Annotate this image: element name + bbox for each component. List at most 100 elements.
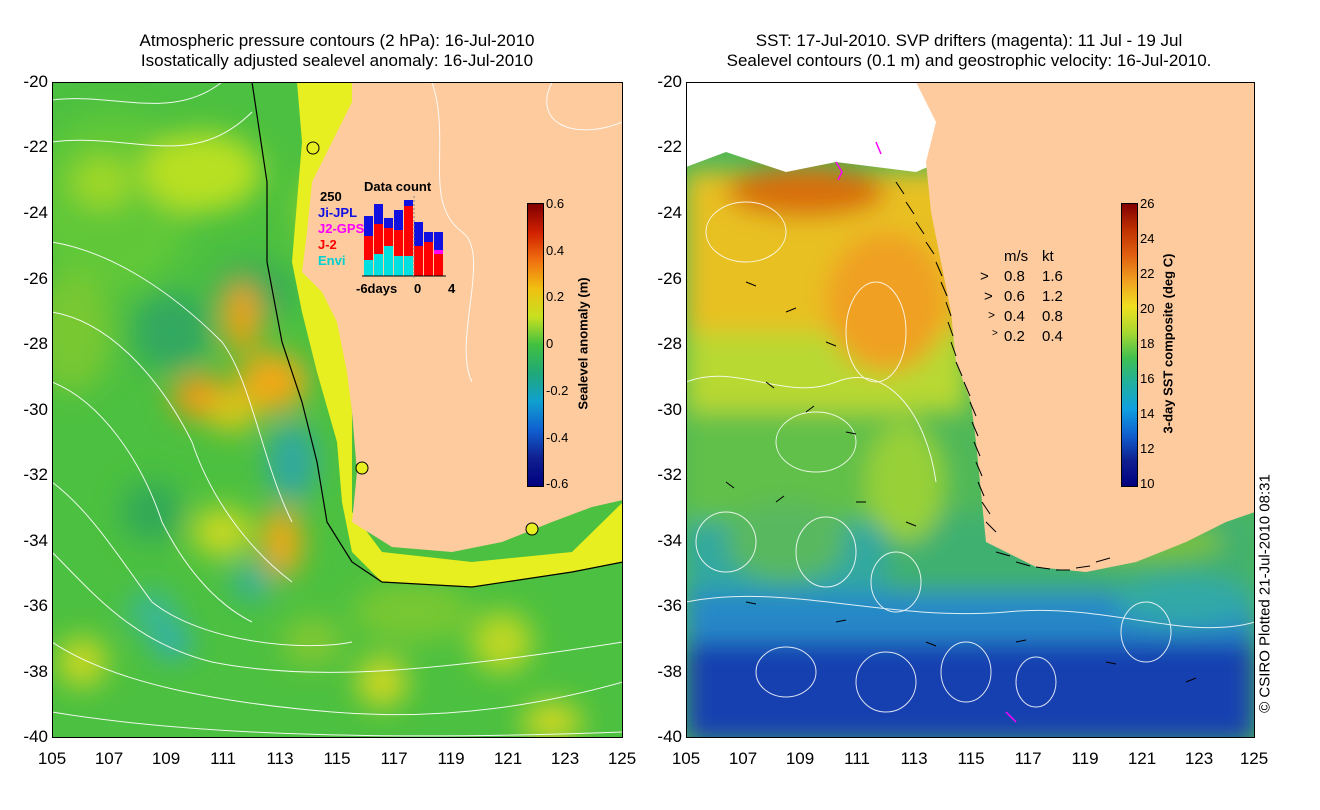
right-title-line1: SST: 17-Jul-2010. SVP drifters (magenta)…	[755, 31, 1183, 50]
velocity-ms-08: 0.8	[1004, 268, 1025, 285]
right-lat-tick: -30	[657, 400, 682, 419]
sla-tick-6: -0.6	[546, 476, 569, 491]
sla-tick-5: -0.4	[546, 430, 569, 445]
sla-colorbar	[527, 203, 544, 487]
velocity-ms-06: 0.6	[1004, 288, 1025, 305]
velocity-header-ms: m/s	[1004, 248, 1029, 265]
left-lon-tick: 113	[266, 749, 294, 768]
right-lon-tick: 111	[844, 749, 870, 768]
velocity-arrow-08: >	[980, 268, 989, 285]
left-lon-tick: 115	[323, 749, 351, 768]
left-lon-tick: 105	[37, 749, 67, 768]
right-lat-tick: -26	[657, 269, 682, 288]
left-lat-tick: -32	[23, 465, 48, 484]
left-title-line1: Atmospheric pressure contours (2 hPa): 1…	[139, 31, 535, 50]
left-lat-tick: -26	[23, 269, 48, 288]
sla-colorbar-label: Sealevel anomaly (m)	[575, 277, 591, 410]
left-lon-tick: 107	[94, 749, 124, 768]
sst-tick-7: 12	[1140, 441, 1155, 456]
inset-tick-0: 0	[414, 281, 422, 296]
left-lon-tick: 119	[437, 749, 465, 768]
velocity-kt-08: 1.6	[1042, 268, 1063, 285]
mission-envi: Envi	[318, 253, 346, 268]
pressure-contours	[52, 82, 623, 737]
right-lat-tick: -32	[657, 465, 682, 484]
right-lon-tick: 107	[728, 749, 758, 768]
velocity-ms-04: 0.4	[1004, 308, 1025, 325]
right-lon-tick: 123	[1184, 749, 1214, 768]
velocity-kt-04: 0.8	[1042, 308, 1063, 325]
sst-tick-3: 20	[1140, 301, 1155, 316]
sst-colorbar	[1121, 203, 1138, 487]
sst-tick-8: 10	[1140, 476, 1155, 491]
left-lon-tick: 121	[493, 749, 523, 768]
right-lon-tick: 125	[1239, 749, 1269, 768]
left-lat-tick: -36	[23, 596, 48, 615]
right-panel-title: SST: 17-Jul-2010. SVP drifters (magenta)…	[686, 31, 1252, 71]
inset-title: Data count	[364, 179, 432, 194]
right-lon-tick: 113	[900, 749, 928, 768]
right-lat-tick: -40	[657, 727, 682, 746]
sst-tick-5: 16	[1140, 371, 1155, 386]
sst-tick-4: 18	[1140, 336, 1155, 351]
left-lon-tick: 125	[607, 749, 637, 768]
mission-jpl: Ji-JPL	[318, 205, 358, 220]
right-lon-tick: 121	[1127, 749, 1157, 768]
right-lon-tick: 109	[785, 749, 815, 768]
velocity-legend: m/s kt > 0.8 1.6 > 0.6 1.2 > 0.4 0.8 > 0…	[980, 248, 1080, 348]
right-lon-tick: 117	[1014, 749, 1042, 768]
sst-tick-6: 14	[1140, 406, 1155, 421]
sst-tick-2: 22	[1140, 266, 1155, 281]
velocity-header-kt: kt	[1042, 248, 1054, 265]
sla-tick-2: 0.2	[546, 289, 565, 304]
sst-tick-0: 26	[1140, 196, 1155, 211]
left-lat-tick: -20	[23, 72, 48, 91]
left-lat-tick: -22	[23, 137, 48, 156]
left-lat-tick: -28	[23, 334, 48, 353]
left-title-line2: Isostatically adjusted sealevel anomaly:…	[140, 51, 534, 70]
right-lat-tick: -22	[657, 137, 682, 156]
left-panel-title: Atmospheric pressure contours (2 hPa): 1…	[52, 31, 622, 71]
sealevel-contours	[686, 201, 1255, 713]
mission-gps: J2-GPS	[318, 221, 365, 236]
sla-tick-0: 0.6	[546, 196, 565, 211]
left-lat-tick: -40	[23, 727, 48, 746]
left-lon-tick: 111	[210, 749, 236, 768]
left-lon-tick: 117	[380, 749, 408, 768]
sst-tick-1: 24	[1140, 231, 1155, 246]
right-lat-tick: -36	[657, 596, 682, 615]
left-lat-tick: -24	[23, 203, 48, 222]
left-lon-tick: 109	[151, 749, 181, 768]
velocity-arrow-06: >	[984, 288, 993, 305]
right-lon-tick: 105	[671, 749, 701, 768]
data-count-histogram	[362, 196, 446, 280]
right-lat-tick: -28	[657, 334, 682, 353]
right-lat-tick: -38	[657, 662, 682, 681]
left-lon-tick: 123	[550, 749, 580, 768]
sla-tick-1: 0.4	[546, 243, 565, 258]
inset-max-label: 250	[320, 189, 342, 204]
sst-colorbar-label: 3-day SST composite (deg C)	[1160, 253, 1176, 434]
velocity-kt-02: 0.4	[1042, 328, 1063, 345]
copyright-notice: © CSIRO Plotted 21-Jul-2010 08:31	[1256, 474, 1274, 713]
left-lat-tick: -38	[23, 662, 48, 681]
right-lon-tick: 119	[1071, 749, 1099, 768]
left-lat-tick: -30	[23, 400, 48, 419]
right-lat-tick: -34	[657, 531, 682, 550]
inset-tick-neg6: -6days	[356, 281, 398, 296]
right-lon-tick: 115	[957, 749, 985, 768]
sla-tick-3: 0	[546, 336, 554, 351]
geostrophic-velocity-arrows	[725, 181, 1197, 683]
australia-land-right	[916, 82, 1255, 572]
left-lat-tick: -34	[23, 531, 48, 550]
right-sst-map	[686, 82, 1255, 738]
right-lat-tick: -24	[657, 203, 682, 222]
velocity-arrow-02: >	[992, 328, 998, 339]
coastal-band	[292, 82, 623, 587]
velocity-ms-02: 0.2	[1004, 328, 1025, 345]
svp-drifter-tracks	[835, 141, 1017, 723]
sla-tick-4: -0.2	[546, 383, 569, 398]
data-count-inset: Data count 250 Ji-JPL J2-GPS J-2 Envi -6…	[312, 178, 462, 298]
velocity-arrow-04: >	[988, 308, 996, 322]
right-lat-tick: -20	[657, 72, 682, 91]
